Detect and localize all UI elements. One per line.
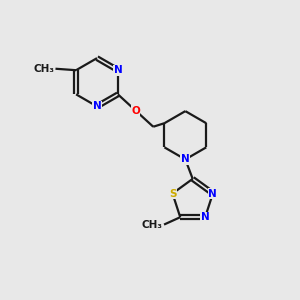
Text: N: N <box>201 212 209 222</box>
Text: N: N <box>113 65 122 75</box>
Text: N: N <box>181 154 190 164</box>
Text: N: N <box>208 188 217 199</box>
Text: CH₃: CH₃ <box>142 220 163 230</box>
Text: S: S <box>169 188 176 199</box>
Text: N: N <box>93 101 101 111</box>
Text: O: O <box>131 106 140 116</box>
Text: CH₃: CH₃ <box>33 64 54 74</box>
